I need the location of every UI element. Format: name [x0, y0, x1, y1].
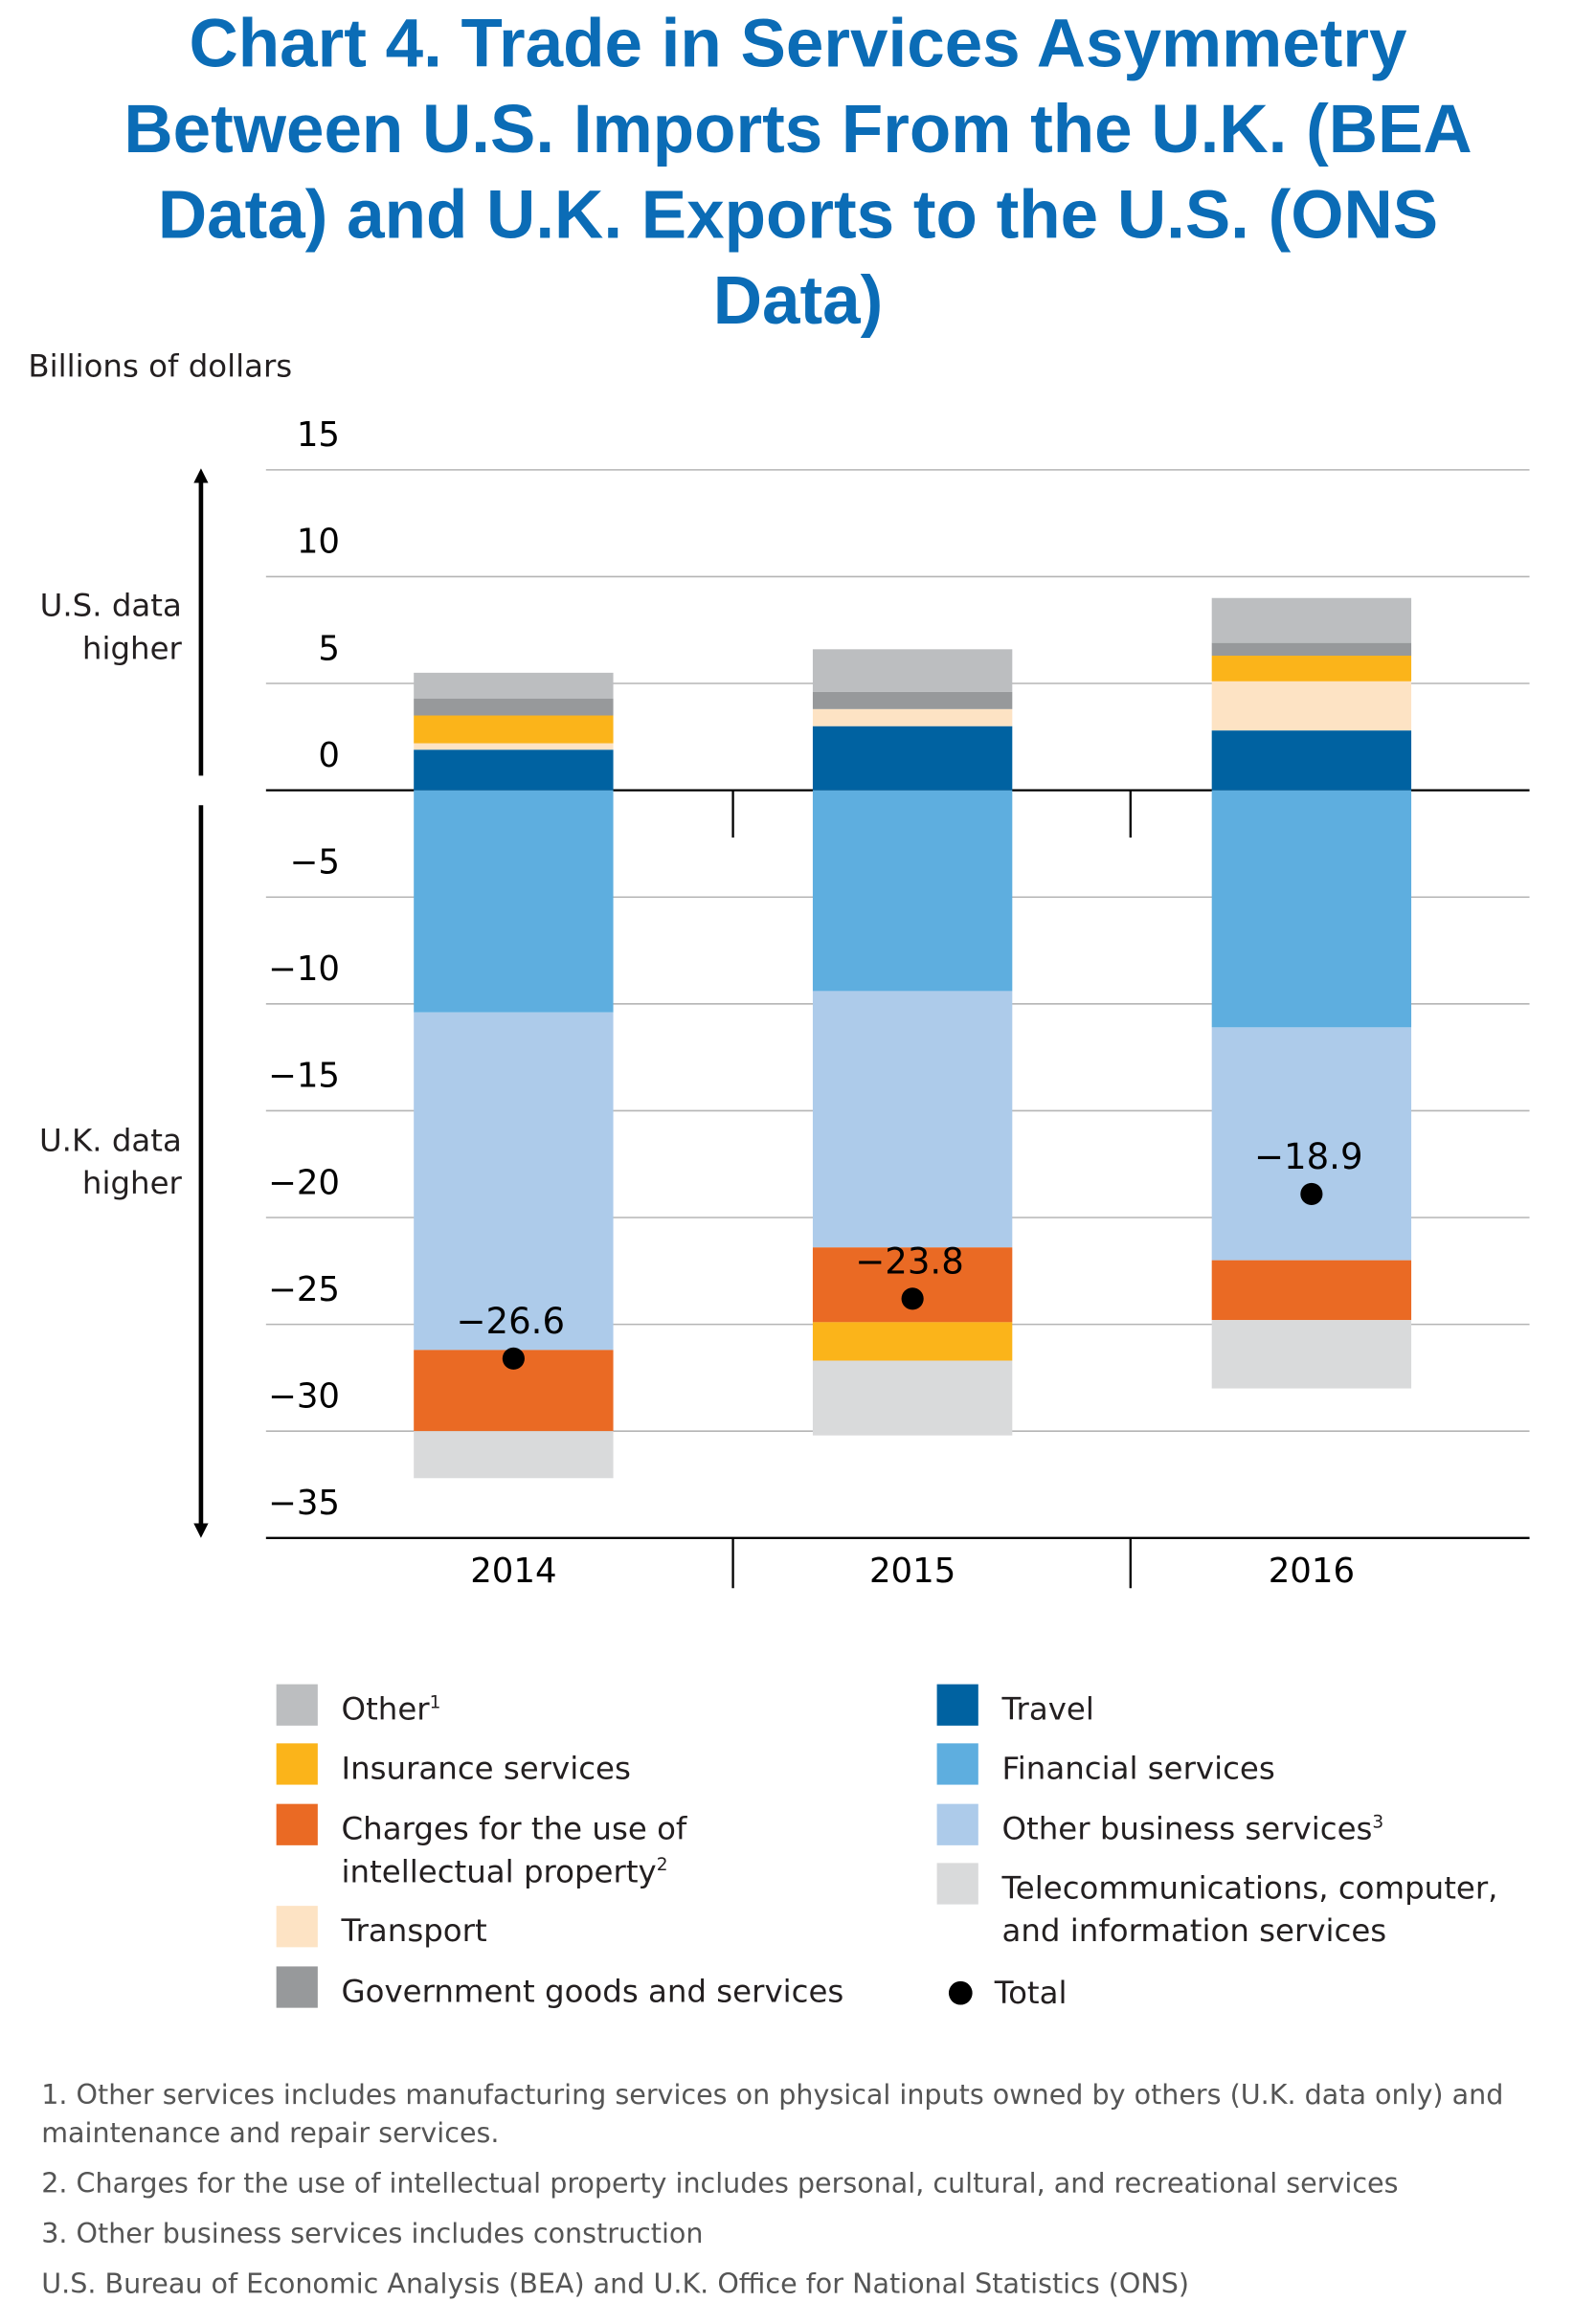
bar-segment: [812, 691, 1013, 709]
legend-label: Charges for the use of intellectual prop…: [342, 1808, 726, 1894]
y-tick-label: −10: [268, 950, 340, 989]
legend-swatch: [936, 1743, 978, 1785]
legend-label: Insurance services: [342, 1748, 874, 1791]
bar-segment: [1211, 790, 1412, 1028]
y-tick-label: 10: [297, 523, 340, 562]
annotation: U.S. data higher: [39, 588, 182, 667]
bar-segment: [1211, 1260, 1412, 1321]
total-marker: [901, 1287, 924, 1310]
y-tick-label: −5: [290, 843, 340, 883]
legend-label: Government goods and services: [342, 1971, 904, 2014]
y-tick-label: −35: [268, 1484, 340, 1523]
legend-text: Charges for the use of intellectual prop…: [341, 1811, 687, 1890]
bar-segment: [1211, 681, 1412, 731]
bar-segment: [414, 672, 614, 699]
legend-text: Government goods and services: [341, 1974, 844, 2010]
source: U.S. Bureau of Economic Analysis (BEA) a…: [41, 2268, 1190, 2301]
x-tick-label: 2015: [869, 1552, 955, 1591]
bar-segment: [1211, 1027, 1412, 1261]
legend-swatch: [276, 1743, 318, 1785]
legend-text: Financial services: [1001, 1751, 1275, 1787]
footnote-marker: 2: [656, 1854, 668, 1875]
legend-swatch: [936, 1863, 978, 1905]
bar-segment: [812, 1322, 1013, 1361]
bar-segment: [414, 715, 614, 744]
y-tick-label: 0: [318, 736, 340, 775]
footnote-marker: 3: [1372, 1811, 1384, 1832]
legend-swatch: [276, 1803, 318, 1845]
data-label: −23.8: [855, 1241, 963, 1283]
y-tick-label: −30: [268, 1377, 340, 1417]
legend-text: Other business services: [1001, 1811, 1373, 1847]
legend-swatch: [276, 1906, 318, 1948]
legend-swatch: [936, 1684, 978, 1726]
annotation: U.K. data higher: [38, 1123, 182, 1201]
bar-segment: [414, 743, 614, 750]
bar-segment: [1211, 1320, 1412, 1389]
legend-label: Total: [994, 1975, 1068, 2011]
legend-swatch: [936, 1803, 978, 1845]
footnote: 2. Charges for the use of intellectual p…: [41, 2168, 1399, 2201]
footnote: 3. Other business services includes cons…: [41, 2219, 704, 2250]
bar-segment: [414, 790, 614, 1013]
bar-segment: [414, 749, 614, 791]
legend-text: Telecommunications, computer, and inform…: [1001, 1870, 1498, 1949]
y-tick-label: −25: [268, 1270, 340, 1309]
legend-label: Travel: [1002, 1688, 1564, 1732]
bar-segment: [812, 708, 1013, 726]
total-marker: [502, 1347, 525, 1370]
legend-text: Transport: [341, 1912, 487, 1949]
bar-segment: [812, 790, 1013, 992]
y-tick-label: −20: [268, 1163, 340, 1202]
bar-segment: [812, 726, 1013, 791]
legend-label: Telecommunications, computer, and inform…: [1002, 1867, 1535, 1954]
legend-text: Other: [341, 1691, 430, 1728]
bar-segment: [414, 698, 614, 716]
legend-text: Insurance services: [341, 1751, 631, 1787]
legend-label: Transport: [342, 1911, 874, 1954]
footnote-marker: 1: [429, 1691, 441, 1712]
x-tick-label: 2014: [470, 1552, 556, 1591]
total-marker: [1300, 1182, 1323, 1206]
bar-segment: [812, 991, 1013, 1248]
legend-text: Travel: [1001, 1691, 1094, 1728]
chart: 15 10 5 0 −5 −10 −15 −20 −25 −30 −35 2014 −26.6 2015 −…: [193, 415, 1530, 1591]
bar-segment: [1211, 597, 1412, 643]
bar-segment: [812, 649, 1013, 692]
y-tick-label: −15: [268, 1057, 340, 1096]
legend-label: Other business services3: [1002, 1808, 1593, 1851]
data-label: −18.9: [1254, 1136, 1362, 1177]
bar-segment: [1211, 730, 1412, 791]
y-tick-label: 5: [318, 629, 340, 668]
x-tick-label: 2016: [1269, 1552, 1355, 1591]
data-label: −26.6: [457, 1301, 565, 1342]
y-tick-label: 15: [297, 415, 340, 455]
bar-segment: [1211, 642, 1412, 657]
y-axis-label: Billions of dollars: [28, 348, 293, 385]
legend-marker: [948, 1980, 973, 2005]
legend-swatch: [276, 1966, 318, 2008]
legend-label: Other1: [342, 1688, 874, 1732]
bar-segment: [414, 1012, 614, 1351]
legend-swatch: [276, 1684, 318, 1726]
chart-title: Chart 4. Trade in Services Asymmetry Bet…: [124, 4, 1472, 339]
bar-segment: [812, 1360, 1013, 1436]
bar-segment: [1211, 656, 1412, 682]
footnote: 1. Other services includes manufacturing…: [41, 2080, 1504, 2150]
bar-segment: [414, 1431, 614, 1479]
legend-label: Financial services: [1002, 1748, 1564, 1791]
